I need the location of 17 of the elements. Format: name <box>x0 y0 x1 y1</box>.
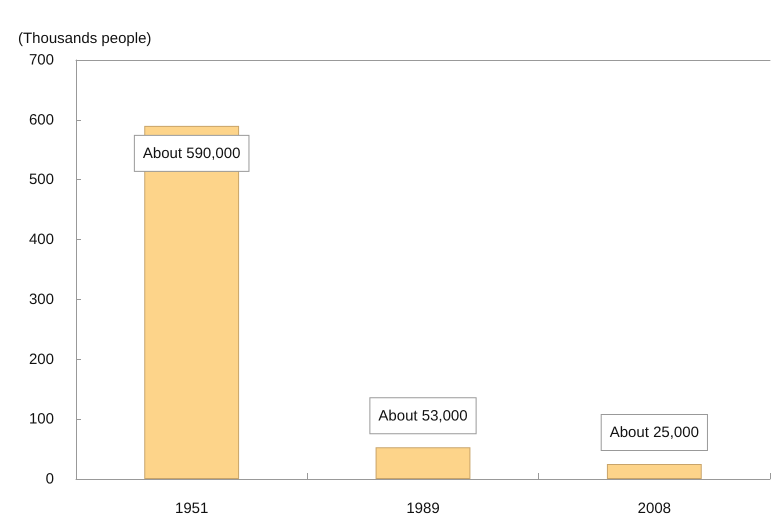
x-tick-label: 1989 <box>406 500 440 517</box>
data-label: About 590,000 <box>142 144 240 162</box>
y-tick-label: 200 <box>28 350 54 368</box>
y-tick-label: 100 <box>28 410 54 428</box>
x-tick-label: 1951 <box>174 500 208 517</box>
bar <box>606 464 702 479</box>
y-axis-title: (Thousands people) <box>18 30 152 47</box>
y-tick-label: 500 <box>28 171 54 188</box>
data-label: About 53,000 <box>378 407 468 424</box>
y-tick-label: 0 <box>46 470 54 488</box>
y-tick-label: 600 <box>28 111 54 128</box>
data-label: About 25,000 <box>610 424 699 442</box>
y-tick-label: 400 <box>28 231 54 248</box>
x-tick-label: 2008 <box>638 500 672 517</box>
bar <box>376 447 470 479</box>
y-tick-label: 300 <box>28 290 54 308</box>
y-tick-label: 700 <box>28 52 54 68</box>
